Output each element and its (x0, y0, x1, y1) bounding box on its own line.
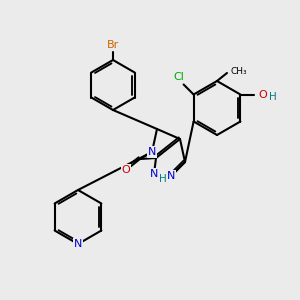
Text: O: O (258, 89, 267, 100)
Text: CH₃: CH₃ (231, 67, 247, 76)
Text: H: H (268, 92, 276, 103)
Text: H: H (159, 174, 167, 184)
Text: Br: Br (107, 40, 119, 50)
Text: N: N (74, 239, 82, 249)
Text: N: N (148, 147, 156, 157)
Text: Cl: Cl (173, 71, 184, 82)
Text: O: O (122, 165, 130, 175)
Text: N: N (167, 171, 175, 181)
Text: N: N (150, 169, 158, 179)
